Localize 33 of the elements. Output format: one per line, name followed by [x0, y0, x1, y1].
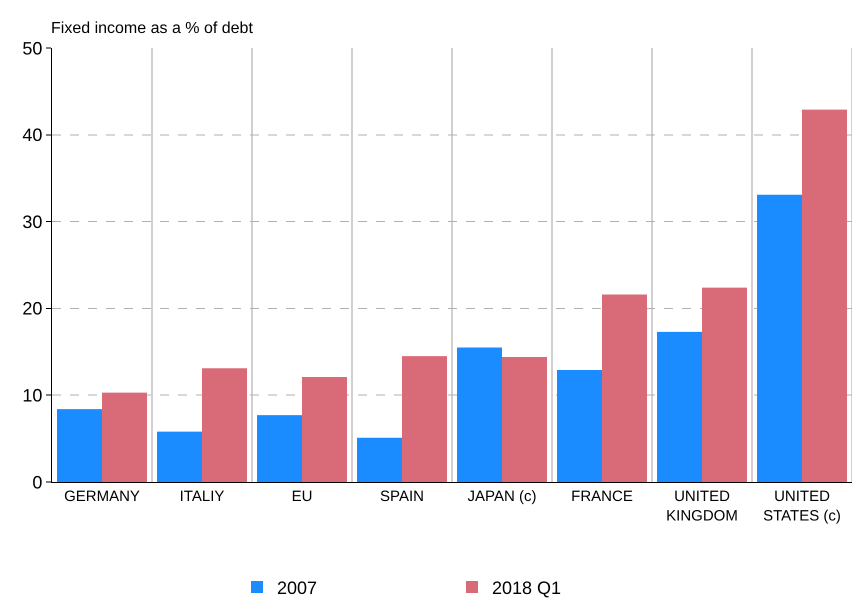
x-tick-label: SPAIN: [380, 488, 424, 505]
bar: [557, 370, 602, 482]
bar: [502, 357, 547, 482]
y-tick-label: 20: [22, 298, 42, 319]
y-axis-title: Fixed income as a % of debt: [51, 20, 254, 37]
y-tick-label: 50: [22, 38, 42, 58]
x-tick-label: JAPAN (c): [468, 488, 536, 505]
x-tick-label: ITALIY: [180, 488, 224, 505]
x-tick-label: UNITED KINGDOM: [666, 488, 738, 524]
bar: [657, 332, 702, 482]
bar: [257, 415, 302, 482]
x-tick-label: EU: [292, 488, 312, 505]
bar: [602, 294, 647, 482]
x-tick-label: FRANCE: [571, 488, 633, 505]
x-tick-label: UNITED STATES (c): [763, 488, 841, 524]
bar: [102, 392, 147, 482]
bar: [157, 432, 202, 482]
y-tick-label: 40: [22, 125, 42, 146]
bar: [357, 438, 402, 482]
bar: [57, 409, 102, 482]
bar: [202, 368, 247, 482]
bar: [302, 376, 347, 482]
bar: [702, 288, 747, 482]
legend-label: 2018 Q1: [492, 578, 562, 598]
x-tick-label: GERMANY: [64, 488, 140, 505]
bar: [757, 194, 802, 482]
y-tick-label: 30: [22, 212, 42, 232]
bar: [402, 356, 447, 482]
bar: [457, 347, 502, 482]
legend-label: 2007: [277, 578, 318, 598]
bar: [802, 110, 847, 482]
y-tick-label: 10: [22, 386, 42, 406]
y-tick-label: 0: [32, 472, 42, 492]
